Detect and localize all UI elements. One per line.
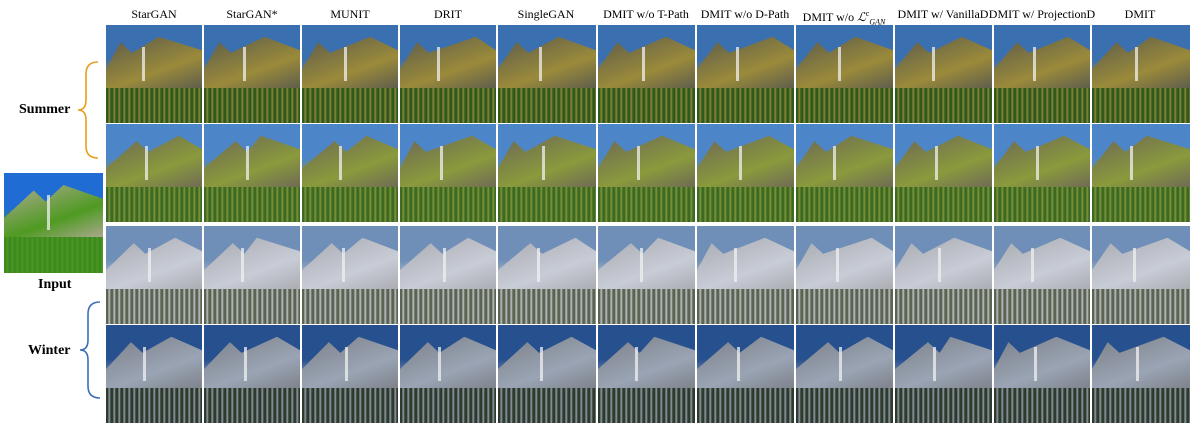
result-image-r3-c5: [498, 226, 596, 324]
column-header-11: DMIT: [1124, 7, 1156, 21]
result-image-r4-c6: [598, 325, 695, 423]
result-image-r2-c7: [697, 124, 794, 222]
result-image-r1-c3: [302, 25, 398, 123]
result-image-r1-c1: [106, 25, 202, 123]
row-label-winter: Winter: [28, 343, 71, 358]
result-image-r3-c1: [106, 226, 202, 324]
result-image-r3-c4: [400, 226, 496, 324]
result-image-r2-c6: [598, 124, 695, 222]
result-image-r4-c2: [204, 325, 300, 423]
result-image-r1-c10: [994, 25, 1090, 123]
input-label: Input: [38, 277, 72, 292]
column-header-9: DMIT w/ VanillaD: [897, 7, 989, 21]
result-image-r1-c11: [1092, 25, 1190, 123]
column-header-4: DRIT: [434, 7, 462, 21]
result-image-r2-c1: [106, 124, 202, 222]
result-image-r3-c10: [994, 226, 1090, 324]
result-image-r2-c2: [204, 124, 300, 222]
summer-brace: [77, 61, 99, 159]
result-image-r2-c10: [994, 124, 1090, 222]
result-image-r4-c5: [498, 325, 596, 423]
result-image-r3-c11: [1092, 226, 1190, 324]
result-image-r3-c9: [895, 226, 992, 324]
result-image-r2-c11: [1092, 124, 1190, 222]
column-header-5: SingleGAN: [517, 7, 575, 21]
result-image-r3-c7: [697, 226, 794, 324]
result-image-r3-c3: [302, 226, 398, 324]
result-image-r1-c5: [498, 25, 596, 123]
result-image-r4-c9: [895, 325, 992, 423]
result-image-r3-c6: [598, 226, 695, 324]
result-image-r1-c6: [598, 25, 695, 123]
column-header-8: DMIT w/o ℒcGAN: [802, 9, 886, 27]
result-image-r2-c4: [400, 124, 496, 222]
column-header-10: DMIT w/ ProjectionD: [988, 7, 1096, 21]
result-image-r1-c9: [895, 25, 992, 123]
input-image: [4, 173, 103, 273]
result-image-r2-c9: [895, 124, 992, 222]
result-image-r4-c11: [1092, 325, 1190, 423]
result-image-r4-c7: [697, 325, 794, 423]
result-image-r2-c3: [302, 124, 398, 222]
column-header-1: StarGAN: [131, 7, 177, 21]
result-image-r4-c1: [106, 325, 202, 423]
result-image-r4-c3: [302, 325, 398, 423]
result-image-r4-c10: [994, 325, 1090, 423]
column-header-3: MUNIT: [330, 7, 370, 21]
winter-brace: [79, 301, 101, 399]
result-image-r1-c2: [204, 25, 300, 123]
result-image-r4-c4: [400, 325, 496, 423]
row-label-summer: Summer: [19, 102, 71, 117]
result-image-r3-c8: [796, 226, 893, 324]
column-header-7: DMIT w/o D-Path: [700, 7, 790, 21]
column-header-6: DMIT w/o T-Path: [603, 7, 689, 21]
column-header-2: StarGAN*: [226, 7, 278, 21]
result-image-r1-c7: [697, 25, 794, 123]
result-image-r4-c8: [796, 325, 893, 423]
result-image-r1-c4: [400, 25, 496, 123]
result-image-r1-c8: [796, 25, 893, 123]
result-image-r2-c5: [498, 124, 596, 222]
result-image-r3-c2: [204, 226, 300, 324]
result-image-r2-c8: [796, 124, 893, 222]
